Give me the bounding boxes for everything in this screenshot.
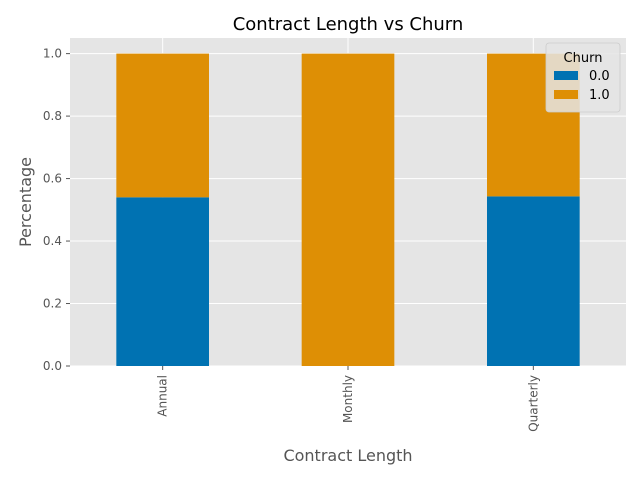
x-tick-label: Quarterly <box>526 375 540 432</box>
legend: Churn 0.0 1.0 <box>545 42 621 113</box>
legend-title: Churn <box>564 51 603 66</box>
x-axis-label: Contract Length <box>283 446 412 465</box>
y-tick-label: 0.6 <box>43 172 62 186</box>
bar-annual-churn-1 <box>116 53 209 198</box>
y-tick-label: 0.2 <box>43 297 62 311</box>
y-tick-label: 0.4 <box>43 234 62 248</box>
legend-swatch-0 <box>554 71 578 80</box>
x-tick-label: Monthly <box>341 375 355 423</box>
y-tick-label: 0.8 <box>43 109 62 123</box>
bar-quarterly-churn-0 <box>487 196 580 366</box>
y-tick-label: 0.0 <box>43 359 62 373</box>
y-tick-label: 1.0 <box>43 47 62 61</box>
bar-annual-churn-0 <box>116 197 209 366</box>
chart-title: Contract Length vs Churn <box>233 14 464 35</box>
y-ticks: 0.0 0.2 0.4 0.6 0.8 1.0 <box>43 47 70 373</box>
y-axis-label: Percentage <box>16 157 35 247</box>
bars <box>116 53 580 366</box>
bar-monthly-churn-1 <box>301 53 395 366</box>
legend-label-1: 1.0 <box>589 88 610 103</box>
x-tick-label: Annual <box>156 375 170 417</box>
x-ticks: Annual Monthly Quarterly <box>156 366 540 432</box>
legend-label-0: 0.0 <box>589 69 610 84</box>
legend-swatch-1 <box>554 90 578 99</box>
